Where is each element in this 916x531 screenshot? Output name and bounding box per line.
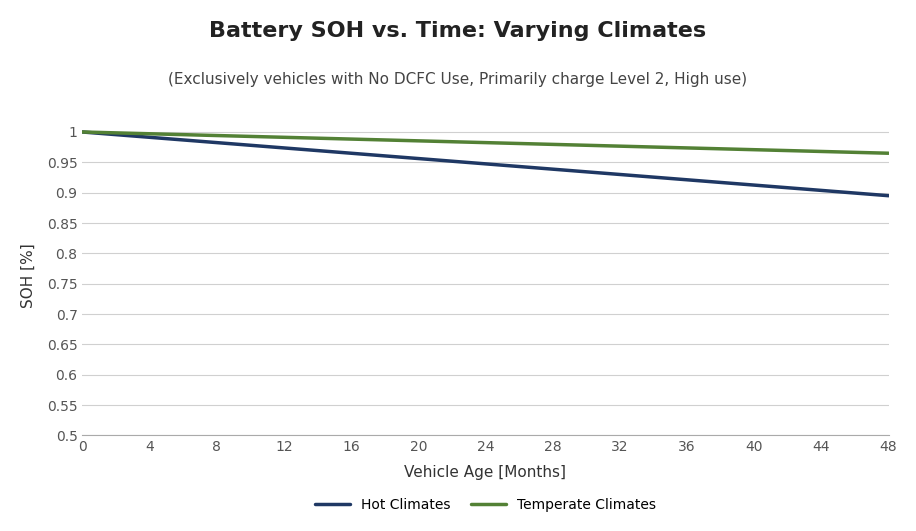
Legend: Hot Climates, Temperate Climates: Hot Climates, Temperate Climates [310, 493, 661, 518]
Text: (Exclusively vehicles with No DCFC Use, Primarily charge Level 2, High use): (Exclusively vehicles with No DCFC Use, … [169, 72, 747, 87]
Y-axis label: SOH [%]: SOH [%] [21, 244, 36, 309]
Text: Battery SOH vs. Time: Varying Climates: Battery SOH vs. Time: Varying Climates [210, 21, 706, 41]
X-axis label: Vehicle Age [Months]: Vehicle Age [Months] [405, 465, 566, 481]
